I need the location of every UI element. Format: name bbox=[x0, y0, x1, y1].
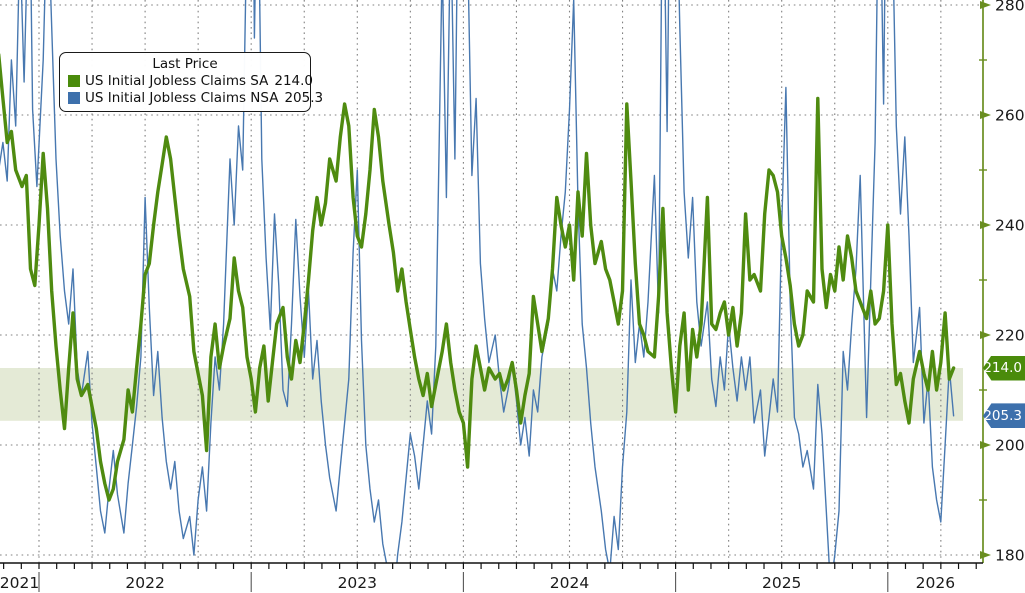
last-price-tag-nsa: 205.3 bbox=[983, 403, 1025, 429]
y-tick-arrow-icon bbox=[980, 331, 991, 339]
legend-label-nsa: US Initial Jobless Claims NSA bbox=[85, 89, 279, 106]
y-tick-arrow-icon bbox=[980, 1, 991, 9]
chart-legend: Last Price US Initial Jobless Claims SA … bbox=[59, 52, 323, 112]
x-year-label: 2025 bbox=[762, 574, 801, 592]
legend-item-nsa: US Initial Jobless Claims NSA 205.3 bbox=[68, 89, 323, 107]
legend-value-nsa: 205.3 bbox=[284, 89, 324, 106]
last-price-tag-sa: 214.0 bbox=[983, 355, 1025, 381]
legend-label-sa: US Initial Jobless Claims SA bbox=[85, 73, 269, 89]
legend-item-sa: US Initial Jobless Claims SA 214.0 bbox=[68, 73, 313, 90]
y-tick-arrow-icon bbox=[980, 111, 991, 119]
y-tick-arrow-icon bbox=[980, 441, 991, 449]
x-year-label: 2026 bbox=[916, 574, 955, 592]
x-year-label: 2024 bbox=[550, 574, 589, 592]
legend-title: Last Price bbox=[152, 56, 218, 72]
y-tick-arrow-icon bbox=[980, 221, 991, 229]
x-year-label: 2021 bbox=[0, 574, 39, 592]
y-tick-label: 240 bbox=[995, 217, 1025, 235]
y-tick-label: 180 bbox=[995, 547, 1025, 565]
y-tick-label: 200 bbox=[995, 437, 1025, 455]
sa-line bbox=[0, 53, 956, 502]
x-year-label: 2022 bbox=[125, 574, 164, 592]
y-tick-arrow-icon bbox=[980, 551, 991, 559]
y-tick-label: 220 bbox=[995, 327, 1025, 345]
y-tick-label: 280 bbox=[995, 0, 1025, 15]
nsa-line bbox=[0, 0, 955, 563]
y-tick-label: 260 bbox=[995, 107, 1025, 125]
series-group bbox=[0, 0, 956, 563]
nsa-series-swatch bbox=[68, 91, 80, 104]
legend-value-sa: 214.0 bbox=[274, 73, 314, 89]
sa-series-swatch bbox=[68, 75, 80, 88]
x-year-label: 2023 bbox=[338, 574, 377, 592]
